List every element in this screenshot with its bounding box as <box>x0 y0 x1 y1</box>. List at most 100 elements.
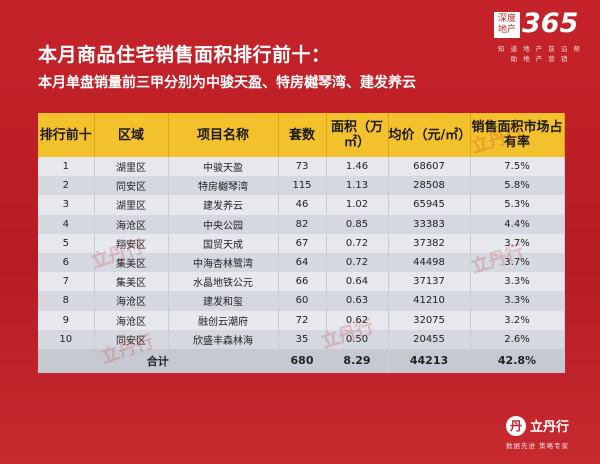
cell-share: 3.2% <box>470 310 565 330</box>
cell-rank: 3 <box>38 195 95 215</box>
cell-price: 65945 <box>388 195 471 215</box>
cell-area: 1.13 <box>326 176 389 196</box>
total-label: 合计 <box>38 348 279 373</box>
cell-project: 中海杏林鹭湾 <box>168 252 279 273</box>
cell-district: 集美区 <box>94 272 169 292</box>
cell-project: 中央公园 <box>168 214 279 234</box>
header-share: 销售面积市场占有率 <box>470 113 565 157</box>
cell-project: 建发和玺 <box>168 291 279 311</box>
cell-share: 5.8% <box>470 176 565 196</box>
cell-share: 5.3% <box>470 195 565 215</box>
brand-tagline: 数据先进 策略专家 <box>506 442 570 450</box>
table-header-row: 排行前十 区域 项目名称 套数 面积（万㎡） 均价（元/㎡） 销售面积市场占有率 <box>38 113 565 157</box>
cell-share: 3.3% <box>470 272 565 292</box>
cell-project: 水晶地铁公元 <box>168 272 279 292</box>
logo-tagline: 知 道 地 产 前 沿 帮 助 地 产 营 销 <box>498 45 582 63</box>
table-total-row: 合计 680 8.29 44213 42.8% <box>38 348 565 373</box>
cell-district: 湖里区 <box>94 195 169 215</box>
cell-area: 0.64 <box>326 272 389 292</box>
cell-share: 2.6% <box>470 329 565 349</box>
cell-price: 68607 <box>388 157 471 177</box>
cell-price: 44498 <box>388 252 471 273</box>
cell-rank: 4 <box>38 214 95 234</box>
cell-district: 翔安区 <box>94 233 169 253</box>
table-row: 8 海沧区 建发和玺 60 0.63 41210 3.3% <box>38 291 565 311</box>
cell-price: 37382 <box>388 233 471 253</box>
cell-project: 国贸天成 <box>168 233 279 253</box>
header-project: 项目名称 <box>168 113 279 157</box>
table-row: 3 湖里区 建发养云 46 1.02 65945 5.3% <box>38 195 565 215</box>
total-price: 44213 <box>388 348 471 373</box>
header-area: 面积（万㎡） <box>326 113 389 157</box>
cell-project: 中骏天盈 <box>168 157 279 177</box>
logo-365: 深度地产 365 知 道 地 产 前 沿 帮 助 地 产 营 销 <box>494 8 586 66</box>
page-title: 本月商品住宅销售面积排行前十： <box>38 44 331 66</box>
total-units: 680 <box>278 348 327 373</box>
table-row: 9 海沧区 融创云潮府 72 0.62 32075 3.2% <box>38 310 565 330</box>
cell-rank: 2 <box>38 176 95 196</box>
cell-project: 欣盛丰森林海 <box>168 329 279 349</box>
cell-units: 73 <box>278 157 327 177</box>
cell-area: 0.63 <box>326 291 389 311</box>
header-rank: 排行前十 <box>38 113 95 157</box>
cell-district: 集美区 <box>94 252 169 273</box>
cell-share: 7.5% <box>470 157 565 177</box>
ranking-table-container: 排行前十 区域 项目名称 套数 面积（万㎡） 均价（元/㎡） 销售面积市场占有率… <box>38 113 565 373</box>
cell-project: 建发养云 <box>168 195 279 215</box>
cell-price: 37137 <box>388 272 471 292</box>
page-subtitle: 本月单盘销量前三甲分别为中骏天盈、特房樾琴湾、建发养云 <box>38 75 416 91</box>
cell-area: 1.02 <box>326 195 389 215</box>
header-units: 套数 <box>278 113 327 157</box>
cell-price: 32075 <box>388 310 471 330</box>
cell-price: 33383 <box>388 214 471 234</box>
cell-share: 3.7% <box>470 252 565 273</box>
cell-units: 115 <box>278 176 327 196</box>
cell-district: 同安区 <box>94 176 169 196</box>
table-row: 10 同安区 欣盛丰森林海 35 0.50 20455 2.6% <box>38 329 565 349</box>
brand-seal-icon: 丹 <box>506 416 526 436</box>
cell-share: 3.7% <box>470 233 565 253</box>
cell-district: 海沧区 <box>94 291 169 311</box>
cell-rank: 9 <box>38 310 95 330</box>
cell-district: 海沧区 <box>94 214 169 234</box>
cell-area: 0.62 <box>326 310 389 330</box>
cell-units: 35 <box>278 329 327 349</box>
cell-district: 同安区 <box>94 329 169 349</box>
total-area: 8.29 <box>326 348 389 373</box>
table-row: 2 同安区 特房樾琴湾 115 1.13 28508 5.8% <box>38 176 565 196</box>
cell-district: 湖里区 <box>94 157 169 177</box>
cell-units: 64 <box>278 252 327 273</box>
cell-area: 0.72 <box>326 252 389 273</box>
cell-units: 67 <box>278 233 327 253</box>
cell-area: 0.85 <box>326 214 389 234</box>
cell-area: 1.46 <box>326 157 389 177</box>
brand-name: 立丹行 <box>530 420 570 435</box>
table-body: 1 湖里区 中骏天盈 73 1.46 68607 7.5% 2 同安区 特房樾琴湾 115 1.13 2… <box>38 157 565 349</box>
brand-logo: 丹 立丹行 数据先进 策略专家 <box>506 412 586 454</box>
cell-district: 海沧区 <box>94 310 169 330</box>
cell-share: 4.4% <box>470 214 565 234</box>
cell-rank: 10 <box>38 329 95 349</box>
table-row: 7 集美区 水晶地铁公元 66 0.64 37137 3.3% <box>38 272 565 292</box>
cell-price: 28508 <box>388 176 471 196</box>
cell-rank: 7 <box>38 272 95 292</box>
logo-number: 365 <box>522 8 579 39</box>
table-row: 6 集美区 中海杏林鹭湾 64 0.72 44498 3.7% <box>38 252 565 273</box>
ranking-table: 排行前十 区域 项目名称 套数 面积（万㎡） 均价（元/㎡） 销售面积市场占有率… <box>38 113 565 373</box>
cell-share: 3.3% <box>470 291 565 311</box>
cell-rank: 8 <box>38 291 95 311</box>
cell-rank: 6 <box>38 252 95 273</box>
table-row: 5 翔安区 国贸天成 67 0.72 37382 3.7% <box>38 233 565 253</box>
cell-project: 特房樾琴湾 <box>168 176 279 196</box>
cell-units: 66 <box>278 272 327 292</box>
table-row: 1 湖里区 中骏天盈 73 1.46 68607 7.5% <box>38 157 565 177</box>
cell-units: 82 <box>278 214 327 234</box>
cell-price: 41210 <box>388 291 471 311</box>
logo-box: 深度地产 <box>494 12 520 38</box>
total-share: 42.8% <box>470 348 565 373</box>
header-district: 区域 <box>94 113 169 157</box>
header-price: 均价（元/㎡） <box>388 113 471 157</box>
cell-units: 46 <box>278 195 327 215</box>
table-row: 4 海沧区 中央公园 82 0.85 33383 4.4% <box>38 214 565 234</box>
